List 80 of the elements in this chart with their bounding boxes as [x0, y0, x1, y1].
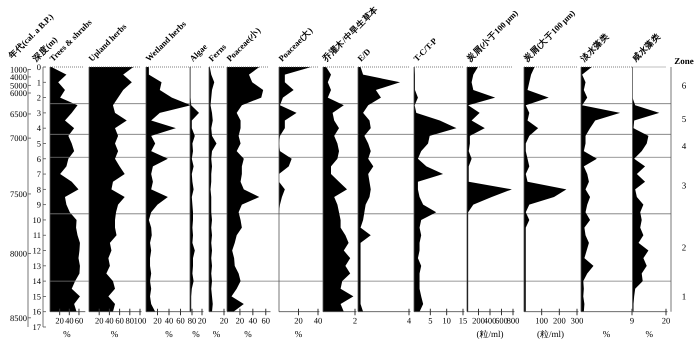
- text: 2: [682, 242, 686, 252]
- x-tick-label: 2: [352, 316, 358, 326]
- x-tick-label: 60: [115, 316, 124, 326]
- x-tick-label: 400: [484, 316, 496, 326]
- x-tick-label: 40: [314, 316, 322, 326]
- chart-title: 炭屑(小于100 μm): [464, 8, 520, 64]
- x-tick-label: 60: [74, 316, 84, 326]
- text: 5000: [10, 80, 27, 90]
- x-axis-title: %: [63, 329, 72, 339]
- x-tick-label: 20: [198, 316, 206, 326]
- text: 6: [682, 80, 687, 90]
- x-tick-label: 800: [506, 316, 520, 326]
- y-tick-label: 10: [32, 214, 41, 225]
- y-tick-label: 7: [36, 169, 41, 180]
- x-tick-label: 200: [472, 316, 485, 326]
- y-tick-label: 1: [36, 77, 41, 88]
- x-axis-title: (粒/ml): [476, 329, 504, 339]
- x-tick-label: 80: [126, 316, 134, 326]
- y-tick-label: 9: [36, 200, 41, 210]
- text: 8500: [10, 312, 27, 323]
- x-tick-label: 100: [535, 316, 548, 326]
- x-axis-title: %: [646, 329, 654, 339]
- x-axis-title: %: [165, 329, 174, 339]
- y-tick-label: 8: [36, 184, 41, 194]
- x-tick-label: 40: [105, 316, 114, 326]
- x-tick-label: 20: [294, 316, 303, 326]
- x-tick-label: 20: [662, 316, 670, 326]
- x-tick-label: 80: [188, 316, 196, 326]
- chart-title: 淡水藻类: [578, 30, 611, 64]
- x-axis-title: %: [602, 329, 611, 339]
- text: 3: [682, 180, 687, 191]
- y-tick-label: 6: [36, 154, 41, 164]
- x-tick-label: 20: [220, 316, 228, 326]
- chart-title: 咸水藻类: [629, 30, 662, 64]
- x-tick-label: 20: [153, 316, 162, 326]
- text: 7500: [10, 188, 27, 199]
- text: 6500: [10, 108, 27, 119]
- y-tick-label: 4: [36, 123, 42, 134]
- y-tick-label: 17: [32, 322, 41, 332]
- x-tick-label: 9: [630, 316, 634, 326]
- x-tick-label: 20: [236, 316, 244, 326]
- chart-title: 炭屑(大于100 μm): [520, 8, 577, 64]
- x-tick-label: 15: [458, 316, 468, 326]
- text: 6000: [10, 88, 27, 98]
- text: 1: [682, 291, 686, 302]
- text: 4: [682, 140, 687, 151]
- y-tick-label: 5: [36, 138, 41, 148]
- chart-title: E/D: [355, 46, 372, 64]
- text: 8000: [10, 248, 27, 259]
- x-tick-label: 10: [442, 316, 451, 326]
- text: 7000: [10, 133, 27, 144]
- x-axis-title: %: [244, 329, 252, 339]
- y-tick-label: 14: [32, 276, 42, 286]
- x-tick-label: 100: [134, 316, 146, 326]
- y-tick-label: 0: [36, 62, 41, 72]
- x-tick-label: 4: [406, 316, 412, 326]
- x-tick-label: 200: [552, 316, 566, 326]
- x-tick-label: 300: [570, 316, 584, 326]
- x-tick-label: 40: [65, 316, 74, 326]
- y-tick-label: 13: [32, 260, 41, 271]
- y-tick-label: 15: [32, 291, 41, 302]
- text: 5: [682, 114, 687, 124]
- x-axis-title: %: [294, 329, 303, 339]
- x-tick-label: 20: [94, 316, 104, 326]
- y-tick-label: 16: [32, 306, 41, 317]
- x-tick-label: 40: [248, 316, 258, 326]
- x-tick-label: 60: [176, 316, 185, 326]
- x-tick-label: 5: [428, 316, 432, 326]
- x-axis-title: %: [110, 329, 119, 339]
- y-tick-label: 2: [36, 92, 41, 103]
- x-axis-title: %: [212, 329, 221, 339]
- x-axis-title: %: [192, 329, 200, 339]
- y-tick-label: 3: [36, 108, 41, 118]
- x-tick-label: 20: [55, 316, 64, 326]
- y-tick-label: 11: [32, 230, 41, 240]
- x-tick-label: 40: [164, 316, 174, 326]
- text: Zone: [674, 56, 694, 66]
- y-tick-label: 12: [32, 246, 41, 256]
- x-tick-label: 60: [262, 316, 270, 326]
- x-axis-title: (粒/ml): [537, 329, 564, 339]
